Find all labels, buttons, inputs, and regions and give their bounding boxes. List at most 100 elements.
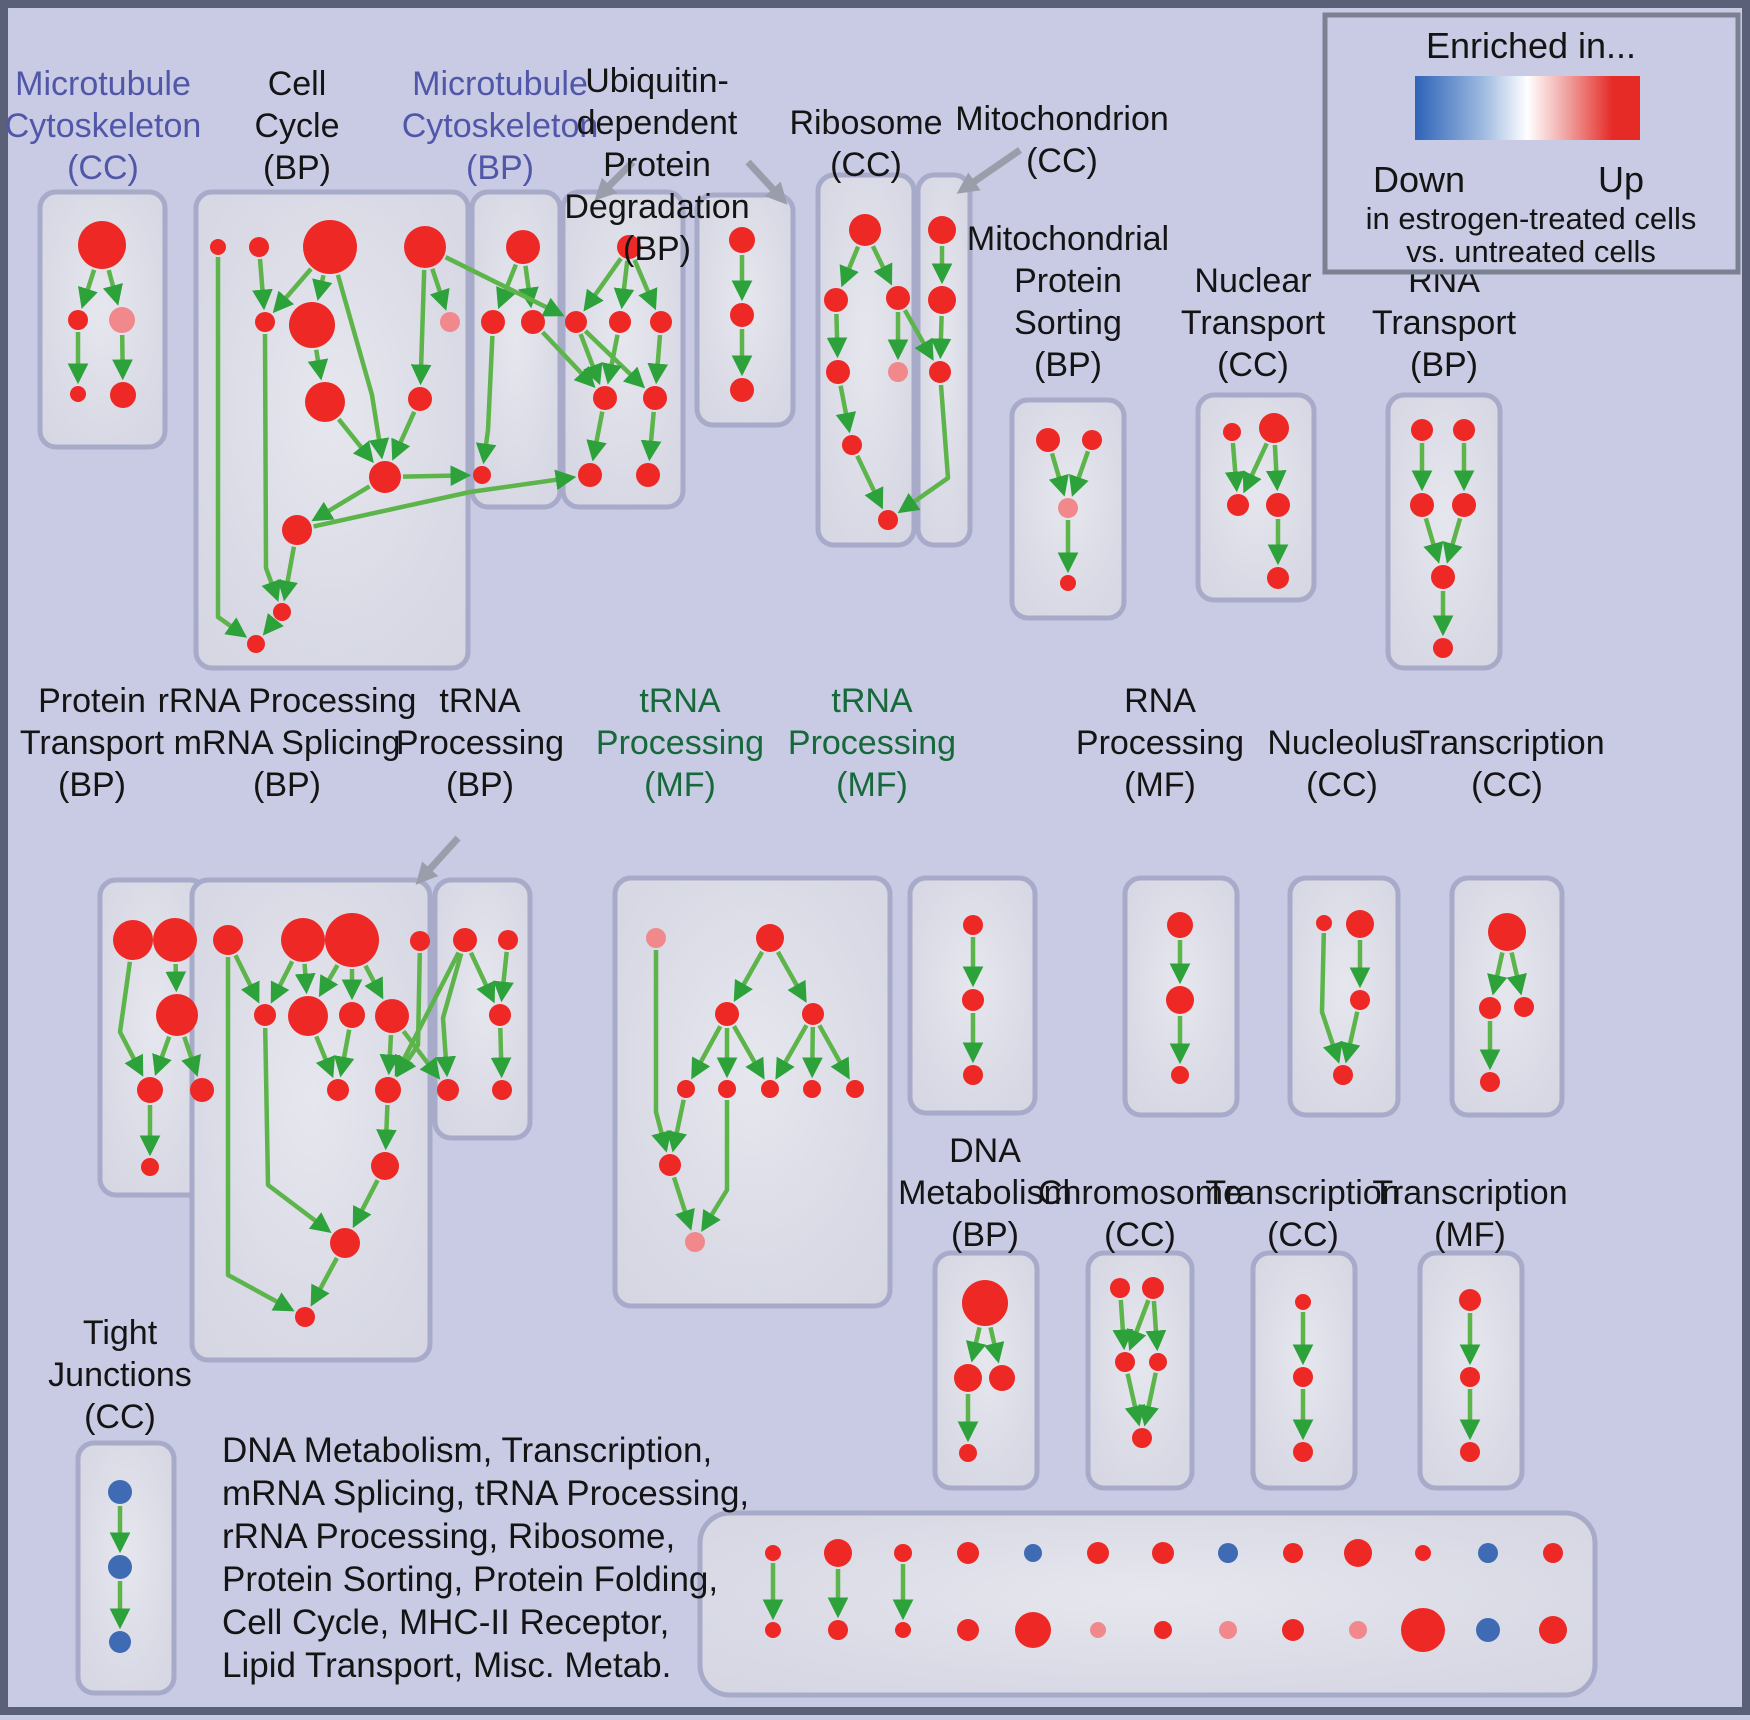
cluster-label-13: tRNA Processing (MF) — [788, 682, 956, 804]
relation-arrow — [314, 1035, 336, 1079]
relation-arrow — [1319, 932, 1343, 1064]
go-node-red — [113, 920, 153, 960]
go-node-red — [1433, 638, 1453, 658]
relation-arrow — [671, 1176, 695, 1231]
legend-title: Enriched in... — [1426, 25, 1636, 66]
legend-box — [1322, 12, 1741, 275]
go-node-red — [1036, 428, 1060, 452]
go-node-red — [643, 386, 667, 410]
relation-arrow — [586, 411, 607, 462]
relation-arrow — [1506, 952, 1527, 996]
go-node-red — [339, 1002, 365, 1028]
relation-arrow — [583, 257, 623, 312]
go-node-red — [878, 510, 898, 530]
cluster-label-3: Ubiquitin-dependent Protein Degradation (BP… — [564, 62, 749, 268]
relation-arrow — [732, 1024, 765, 1080]
relation-arrow — [294, 963, 316, 995]
go-node-red — [1488, 913, 1526, 951]
cluster-label-19: Transcription (CC) — [1205, 1174, 1400, 1254]
go-node-red — [1539, 1616, 1567, 1644]
relation-arrow — [540, 330, 596, 389]
go-node-red — [593, 386, 617, 410]
cluster-label-6: Mitochondrial Protein Sorting (BP) — [967, 220, 1169, 384]
relation-arrow — [839, 245, 861, 288]
relation-arrow — [984, 1326, 1005, 1364]
go-node-pink — [685, 1232, 705, 1252]
go-node-red — [305, 382, 345, 422]
go-node-red — [842, 435, 862, 455]
go-node-red — [473, 466, 491, 484]
relation-arrow — [262, 613, 284, 636]
go-node-pink — [1090, 1622, 1106, 1638]
relation-arrow — [802, 1026, 823, 1079]
go-node-red — [824, 1539, 852, 1567]
go-node-red — [761, 1080, 779, 1098]
go-node-red — [765, 1622, 781, 1638]
relation-arrow — [475, 335, 497, 465]
go-node-red — [521, 310, 545, 334]
relation-arrow — [870, 245, 893, 286]
relation-arrow — [262, 1027, 332, 1233]
relation-arrow — [647, 334, 669, 385]
go-node-pink — [646, 928, 666, 948]
relation-arrow — [336, 417, 374, 464]
relation-arrow — [225, 957, 295, 1312]
go-node-red — [325, 913, 379, 967]
go-node-red — [110, 382, 136, 408]
label-pointer-arrow — [415, 835, 461, 885]
go-node-blue — [1024, 1544, 1042, 1562]
go-node-red — [886, 286, 910, 310]
go-node-red — [1154, 1621, 1172, 1639]
relation-arrow — [410, 269, 432, 386]
cluster-label-18: Chromosome (CC) — [1038, 1174, 1242, 1254]
relation-arrow — [897, 384, 951, 514]
go-node-red — [929, 361, 951, 383]
relation-arrow — [376, 1104, 397, 1151]
relation-arrow — [632, 259, 658, 311]
go-node-red — [677, 1080, 695, 1098]
go-node-red — [375, 999, 409, 1033]
cluster-label-17: DNA Metabolism (BP) — [898, 1132, 1072, 1254]
go-node-red — [1344, 1539, 1372, 1567]
relation-arrow — [311, 484, 371, 522]
go-node-red — [1166, 986, 1194, 1014]
go-node-red — [213, 925, 243, 955]
relation-arrow — [117, 961, 144, 1077]
go-node-red — [295, 1307, 315, 1327]
go-node-red — [1115, 1352, 1135, 1372]
go-node-red — [190, 1078, 214, 1102]
go-node-red — [410, 931, 430, 951]
relation-arrow — [272, 267, 313, 314]
go-node-red — [1460, 1442, 1480, 1462]
go-node-red — [1267, 567, 1289, 589]
go-node-red — [327, 1079, 349, 1101]
relation-arrow — [826, 313, 848, 359]
label-pointer-arrow — [956, 147, 1022, 194]
go-node-red — [1259, 413, 1289, 443]
go-node-red — [962, 1280, 1008, 1326]
cluster-box-trna-mf-big — [612, 875, 893, 1309]
go-node-red — [617, 235, 641, 259]
go-node-red — [489, 1004, 511, 1026]
cluster-label-21: Tight Junctions (CC) — [48, 1314, 192, 1436]
label-pointer-arrow — [745, 159, 788, 205]
go-node-red — [963, 1065, 983, 1085]
relation-arrow — [310, 1256, 339, 1307]
go-node-red — [408, 387, 432, 411]
go-node-red — [453, 928, 477, 952]
go-node-red — [1015, 1612, 1051, 1648]
go-node-red — [1293, 1442, 1313, 1462]
go-node-red — [141, 1158, 159, 1176]
go-node-red — [1453, 419, 1475, 441]
cluster-box-rna-transport — [1385, 392, 1503, 671]
go-node-red — [802, 1003, 824, 1025]
cluster-label-20: Transcription (MF) — [1372, 1174, 1567, 1254]
relation-arrow — [1265, 444, 1287, 492]
go-node-blue — [109, 1631, 131, 1653]
go-node-red — [1282, 1619, 1304, 1641]
go-node-red — [404, 226, 446, 268]
cluster-label-1: Cell Cycle (BP) — [254, 65, 339, 187]
go-node-red — [1087, 1542, 1109, 1564]
go-node-red — [249, 237, 269, 257]
go-node-red — [1167, 912, 1193, 938]
